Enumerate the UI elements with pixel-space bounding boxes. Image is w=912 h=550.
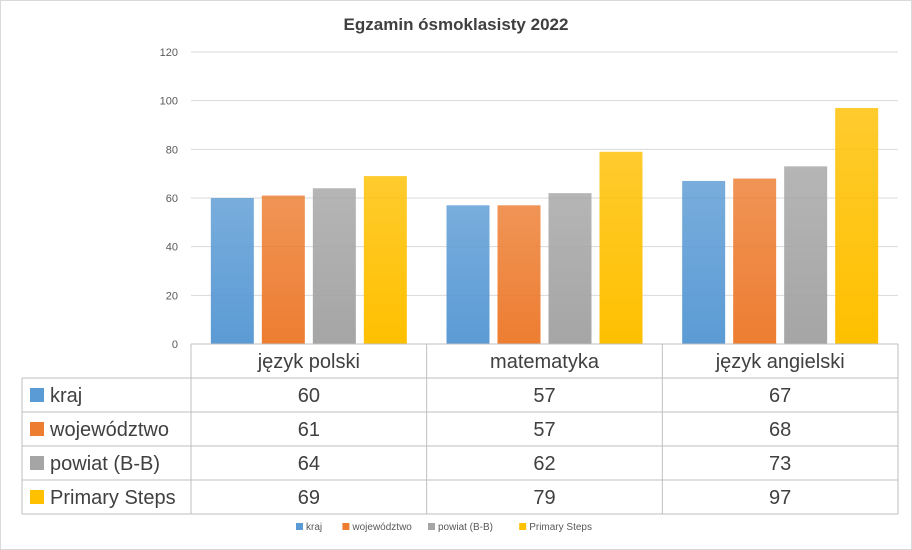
- bar: [784, 166, 828, 344]
- legend-swatch: [296, 523, 303, 530]
- bar: [312, 188, 356, 344]
- data-label: 64: [298, 453, 320, 475]
- bar: [261, 195, 305, 344]
- bar: [835, 107, 879, 344]
- series-name: kraj: [50, 385, 82, 407]
- bar: [210, 198, 254, 344]
- legend-label: kraj: [306, 522, 322, 533]
- data-label: 73: [769, 453, 791, 475]
- legend: kraj województwo powiat (B-B) Primary Steps: [296, 522, 592, 533]
- data-label: 61: [298, 419, 320, 441]
- category-label: język polski: [257, 351, 360, 373]
- bar: [682, 180, 726, 344]
- data-label: 57: [533, 385, 555, 407]
- series-name: powiat (B-B): [50, 453, 160, 475]
- category-label: matematyka: [490, 351, 600, 373]
- data-label: 68: [769, 419, 791, 441]
- y-tick-label: 80: [166, 144, 178, 156]
- y-axis-ticks: 0 20 40 60 80 100 120: [160, 47, 178, 351]
- bar: [733, 178, 777, 344]
- legend-swatch: [428, 523, 435, 530]
- series-name: województwo: [49, 419, 169, 441]
- y-tick-label: 60: [166, 193, 178, 205]
- y-tick-label: 0: [172, 339, 178, 351]
- legend-label: województwo: [351, 522, 412, 533]
- series-key-swatch: [30, 422, 44, 436]
- bar: [548, 193, 592, 344]
- series-key-swatch: [30, 456, 44, 470]
- legend-swatch: [342, 523, 350, 530]
- bar: [363, 176, 407, 344]
- data-label: 67: [769, 385, 791, 407]
- series-key-swatch: [30, 388, 44, 402]
- legend-swatch: [519, 523, 527, 530]
- category-label: język angielski: [715, 351, 845, 373]
- grid-lines: [191, 51, 898, 296]
- y-tick-label: 20: [166, 290, 178, 302]
- data-label: 62: [533, 453, 555, 475]
- data-label: 60: [298, 385, 320, 407]
- data-label: 79: [533, 487, 555, 509]
- bars: [210, 107, 879, 344]
- data-label: 97: [769, 487, 791, 509]
- y-tick-label: 100: [160, 96, 178, 108]
- chart-title: Egzamin ósmoklasisty 2022: [344, 15, 569, 34]
- bar: [446, 205, 490, 344]
- y-tick-label: 120: [160, 47, 178, 59]
- series-name: Primary Steps: [50, 487, 176, 509]
- bar: [497, 205, 541, 344]
- bar: [599, 151, 643, 344]
- data-table: język polski matematyka język angielski kra…: [21, 343, 899, 515]
- legend-label: powiat (B-B): [438, 522, 493, 533]
- data-label: 69: [298, 487, 320, 509]
- series-key-swatch: [30, 490, 44, 504]
- data-label: 57: [533, 419, 555, 441]
- y-tick-label: 40: [166, 242, 178, 254]
- legend-label: Primary Steps: [529, 522, 592, 533]
